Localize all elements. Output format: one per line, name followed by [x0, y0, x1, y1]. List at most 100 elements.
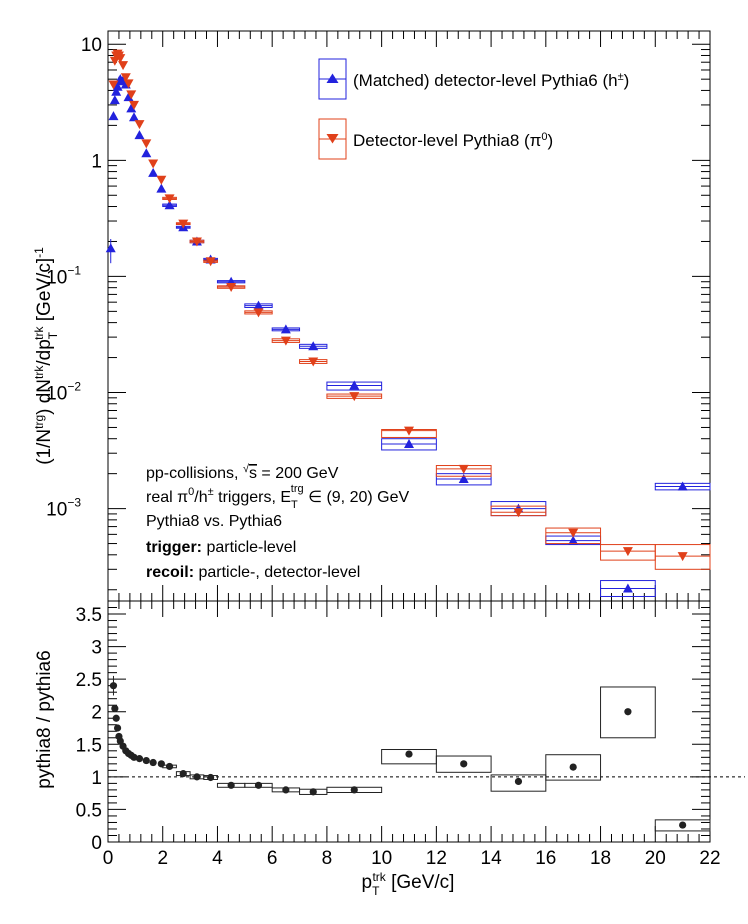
spectrum-series [105, 49, 711, 597]
ratio-series [109, 675, 711, 832]
pythia8-point [216, 283, 246, 293]
ratio-point [112, 714, 120, 722]
legend: (Matched) detector-level Pythia6 (h±) De… [318, 58, 629, 160]
ratio-point [600, 686, 656, 739]
ratio-x-tick-label: 0 [103, 848, 114, 869]
pythia6-point [271, 324, 301, 334]
ratio-point [109, 675, 118, 696]
legend-entry-pythia6: (Matched) detector-level Pythia6 (h±) [318, 58, 629, 100]
pythia8-point [435, 464, 492, 477]
ratio-point [271, 786, 301, 794]
annotation-collision-system: pp-collisions, √s = 200 GeV [146, 463, 339, 482]
y-tick-label: 10 [81, 35, 102, 56]
pythia6-point [108, 111, 119, 121]
pythia8-point [115, 54, 126, 64]
pythia8-point [654, 544, 711, 570]
pythia8-point [120, 73, 131, 83]
pythia8-point [162, 194, 177, 204]
ratio-y-tick-label: 0 [91, 833, 102, 854]
ratio-x-tick-label: 14 [481, 848, 503, 869]
pythia6-point [148, 167, 159, 177]
ratio-panel: 0 0.5 1 1.5 2 2.5 3 3.5 0 2 4 6 8 10 12 14 16 18 20 22 pyth… [34, 600, 745, 898]
ratio-x-tick-label: 6 [267, 848, 278, 869]
ratio-point [299, 788, 328, 796]
pythia8-point [123, 79, 134, 89]
ratio-y-axis-label: pythia8 / pythia6 [34, 650, 55, 788]
ratio-point [113, 724, 122, 732]
ratio-point [130, 753, 138, 761]
pythia6-point [111, 86, 122, 96]
ratio-x-tick-label: 18 [590, 848, 611, 869]
ratio-plot-frame [107, 600, 711, 843]
ratio-axes: 0 0.5 1 1.5 2 2.5 3 3.5 0 2 4 6 8 10 12 14 16 18 20 22 [76, 600, 721, 869]
pythia8-point [326, 392, 383, 402]
y-tick-label: 1 [91, 151, 102, 172]
pythia6-point [109, 95, 120, 105]
pythia6-point [326, 380, 383, 391]
ratio-y-tick-label: 2.5 [76, 670, 102, 691]
pythia6-point [654, 481, 711, 491]
ratio-point [490, 774, 547, 792]
pythia6-point [105, 239, 116, 264]
pythia8-point [244, 308, 273, 318]
legend-label-pythia8: Detector-level Pythia8 (π0) [353, 131, 553, 150]
ratio-point [142, 756, 150, 765]
pythia8-point [141, 139, 152, 149]
pythia8-point [189, 237, 205, 247]
ratio-point [545, 754, 602, 781]
pythia6-point [112, 81, 123, 91]
ratio-x-tick-label: 22 [699, 848, 720, 869]
ratio-x-tick-label: 4 [212, 848, 223, 869]
ratio-point [216, 781, 246, 789]
y-tick-label: 10−1 [46, 263, 81, 288]
spectrum-axes: 10 1 10−1 10−2 10−3 [46, 31, 711, 601]
ratio-point [111, 704, 119, 713]
ratio-x-tick-label: 12 [426, 848, 447, 869]
ratio-point [135, 755, 144, 763]
pythia8-point [148, 159, 159, 169]
pythia8-point [203, 257, 218, 267]
y-tick-label: 10−3 [46, 496, 81, 521]
triangle-up-icon [326, 73, 339, 83]
pythia8-point [545, 527, 602, 545]
pythia6-point [244, 300, 273, 310]
pythia8-point [118, 61, 129, 71]
ratio-point [175, 770, 191, 778]
ratio-x-tick-label: 8 [322, 848, 333, 869]
ratio-point [326, 786, 383, 794]
ratio-y-tick-label: 2 [91, 703, 102, 724]
pythia6-point [299, 341, 328, 351]
ratio-y-tick-label: 3.5 [76, 605, 102, 626]
pythia8-point [134, 120, 145, 130]
ratio-point [149, 758, 157, 767]
pythia8-point [600, 544, 656, 561]
ratio-x-tick-label: 16 [535, 848, 556, 869]
ratio-point [157, 760, 165, 768]
pythia8-point [175, 219, 191, 229]
ratio-x-tick-label: 20 [645, 848, 666, 869]
pythia8-point [156, 175, 167, 185]
pythia6-point [600, 580, 656, 597]
ratio-y-tick-label: 1 [91, 768, 102, 789]
pythia6-point [435, 473, 492, 486]
legend-label-pythia6: (Matched) detector-level Pythia6 (h±) [353, 71, 629, 90]
ratio-y-tick-label: 3 [91, 638, 102, 659]
annotation-generators: Pythia8 vs. Pythia6 [146, 513, 282, 530]
ratio-y-tick-label: 1.5 [76, 735, 102, 756]
pythia6-point [162, 200, 177, 210]
pythia6-point [141, 148, 152, 158]
ratio-y-tick-label: 0.5 [76, 800, 102, 821]
annotation-block: pp-collisions, √s = 200 GeV real π0/h± t… [146, 463, 409, 581]
annotation-trigger-level: trigger: particle-level [146, 539, 296, 556]
ratio-x-axis-label: pTtrk [GeV/c] [362, 870, 455, 898]
ratio-x-tick-label: 10 [371, 848, 392, 869]
ratio-x-tick-label: 2 [157, 848, 168, 869]
pythia8-point [126, 90, 137, 100]
ratio-point [162, 762, 177, 771]
pythia8-point [109, 56, 120, 66]
pythia6-point [134, 130, 145, 140]
legend-entry-pythia8: Detector-level Pythia8 (π0) [318, 118, 553, 160]
triangle-down-icon [326, 134, 339, 144]
spectrum-y-axis-label: (1/Ntrg) dNtrk/dpTtrk [GeV/c]-1 [32, 247, 60, 465]
pythia6-point [128, 112, 139, 122]
